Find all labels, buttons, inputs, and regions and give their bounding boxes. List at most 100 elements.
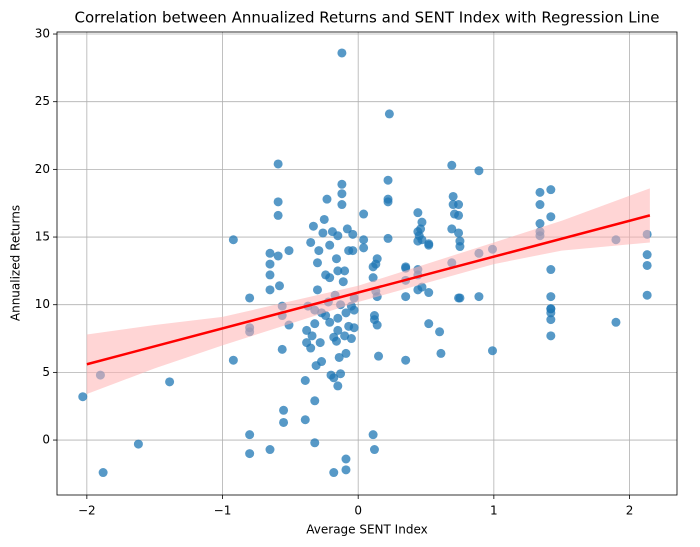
scatter-point [265,259,275,269]
scatter-point [417,282,427,292]
y-tick-label: 25 [35,94,50,108]
scatter-point [329,373,339,383]
scatter-point [277,344,287,354]
scatter-point [372,320,382,330]
scatter-point [317,357,327,367]
scatter-point [611,317,621,327]
scatter-point [454,210,464,220]
scatter-point [307,331,317,341]
y-tick-label: 5 [42,365,50,379]
scatter-point [348,246,358,256]
scatter-point [265,270,275,280]
scatter-point [368,430,378,440]
scatter-point [314,246,324,256]
confidence-band [86,188,650,395]
scatter-point [306,237,316,247]
scatter-point [321,311,331,321]
scatter-point [417,235,427,245]
x-tick-label: 1 [490,504,498,518]
scatter-point [337,189,347,199]
scatter-point [448,191,458,201]
scatter-point [245,293,255,303]
regression-line [86,214,651,366]
scatter-point [310,319,320,329]
scatter-point [546,315,556,325]
scatter-point [424,240,434,250]
scatter-point [535,187,545,197]
scatter-point [359,243,369,253]
scatter-point [436,348,446,358]
scatter-point [338,277,348,287]
scatter-point [349,323,359,333]
y-tick-label: 20 [35,162,50,176]
scatter-point [416,224,426,234]
scatter-point [312,258,322,268]
scatter-point [265,248,275,258]
y-tick-label: 15 [35,230,50,244]
scatter-point [337,200,347,210]
scatter-point [273,251,283,261]
scatter-point [133,439,143,449]
scatter-point [337,48,347,58]
chart-title: Correlation between Annualized Returns a… [74,9,659,27]
scatter-point [340,331,350,341]
scatter-point [333,231,343,241]
scatter-point [348,229,358,239]
scatter-point [368,273,378,283]
scatter-point [265,445,275,455]
scatter-point [359,209,369,219]
scatter-point [359,235,369,245]
scatter-point [228,355,238,365]
scatter-point [98,468,108,478]
scatter-point [333,313,343,323]
scatter-point [384,109,394,119]
scatter-point [165,377,175,387]
x-tick-label: −1 [214,504,232,518]
scatter-point [78,392,88,402]
scatter-point [310,396,320,406]
scatter-point [447,160,457,170]
scatter-point [474,166,484,176]
scatter-point [279,405,289,415]
scatter-point [474,292,484,302]
scatter-point [340,266,350,276]
scatter-point [341,308,351,318]
scatter-point [424,319,434,329]
scatter-point [274,281,284,291]
scatter-point [349,305,359,315]
scatter-point [642,260,652,270]
scatter-point [535,219,545,229]
scatter-point [284,246,294,256]
scatter-point [273,210,283,220]
scatter-point [265,285,275,295]
scatter-point [374,351,384,361]
scatter-point [546,265,556,275]
scatter-point [454,200,464,210]
y-tick-label: 10 [35,297,50,311]
scatter-point [454,228,464,238]
x-tick-label: 0 [354,504,362,518]
scatter-point [546,304,556,314]
y-tick-label: 30 [35,27,50,41]
scatter-point [383,233,393,243]
scatter-point [413,208,423,218]
scatter-point [325,273,335,283]
scatter-point [455,242,465,252]
scatter-point [642,290,652,300]
scatter-point [300,376,310,386]
scatter-point [383,197,393,207]
y-axis-label: Annualized Returns [9,205,23,321]
scatter-point [325,240,335,250]
scatter-point [308,221,318,231]
scatter-point [435,327,445,337]
scatter-point [383,175,393,185]
scatter-point [337,179,347,189]
scatter-point [300,415,310,425]
scatter-point [329,468,339,478]
scatter-point [331,254,341,264]
scatter-point [401,292,411,302]
scatter-point [322,194,332,204]
scatter-point [401,355,411,365]
